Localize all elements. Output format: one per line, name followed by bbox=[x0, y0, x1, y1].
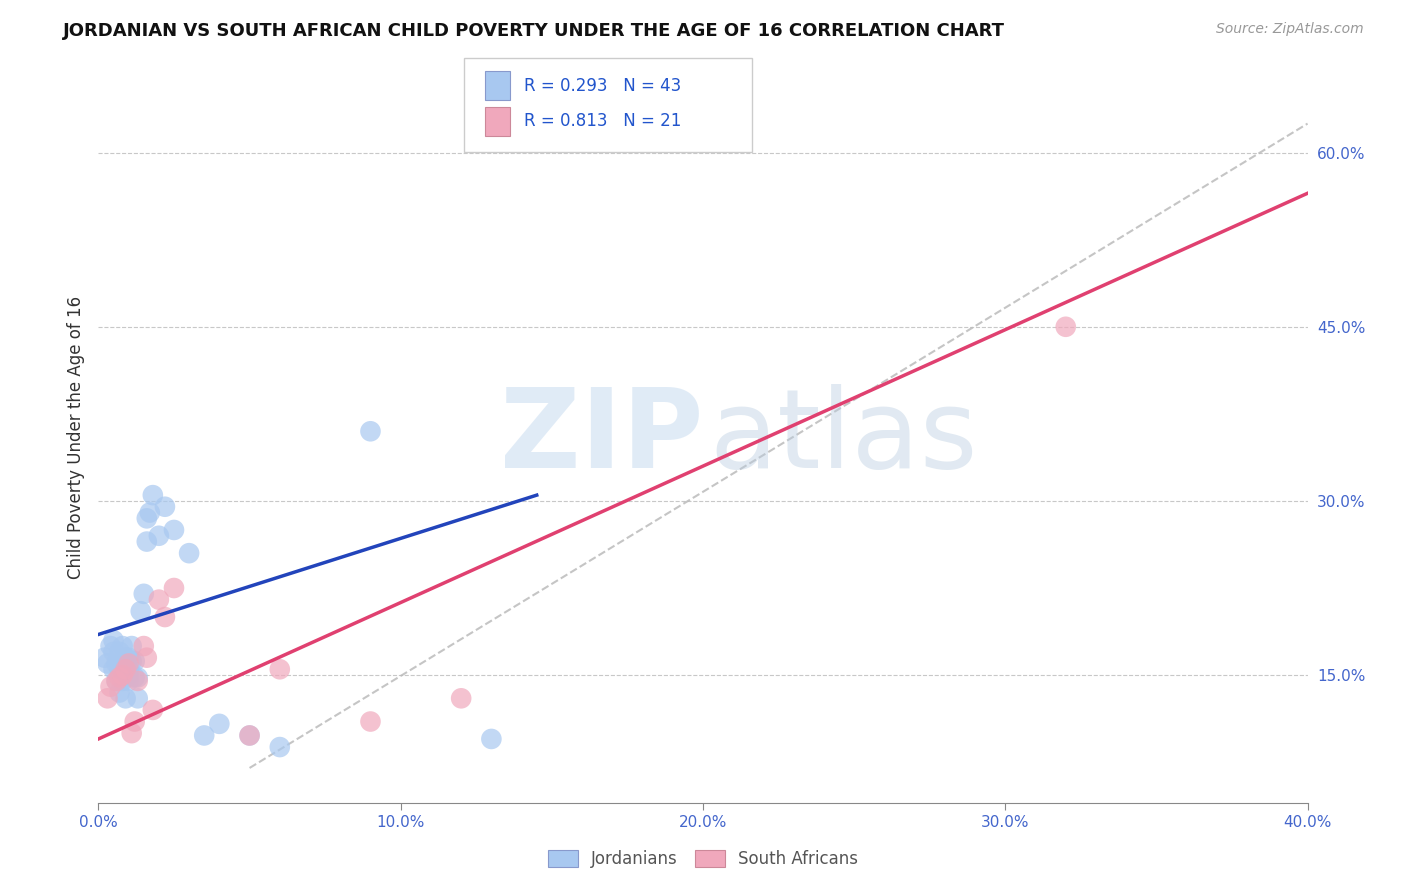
Point bbox=[481, 731, 503, 746]
Point bbox=[114, 650, 136, 665]
Point bbox=[142, 488, 165, 502]
Point bbox=[142, 703, 165, 717]
Point bbox=[121, 726, 143, 740]
Text: Source: ZipAtlas.com: Source: ZipAtlas.com bbox=[1216, 22, 1364, 37]
Point bbox=[129, 604, 152, 618]
Point bbox=[124, 714, 146, 729]
Point bbox=[127, 673, 149, 688]
Point bbox=[105, 657, 128, 671]
Point bbox=[100, 680, 122, 694]
Point bbox=[208, 716, 231, 731]
Point bbox=[269, 662, 291, 676]
Point bbox=[103, 662, 125, 676]
Point bbox=[93, 650, 115, 665]
Point bbox=[114, 670, 136, 684]
Point bbox=[360, 714, 382, 729]
Point bbox=[132, 639, 155, 653]
Point bbox=[139, 506, 162, 520]
Point bbox=[360, 424, 382, 438]
Text: R = 0.813   N = 21: R = 0.813 N = 21 bbox=[524, 112, 682, 130]
Point bbox=[111, 657, 134, 671]
Y-axis label: Child Poverty Under the Age of 16: Child Poverty Under the Age of 16 bbox=[66, 295, 84, 579]
Point bbox=[96, 691, 118, 706]
Point bbox=[135, 511, 157, 525]
Point bbox=[108, 685, 131, 699]
Point bbox=[148, 592, 170, 607]
Point bbox=[239, 729, 262, 743]
Point bbox=[193, 729, 215, 743]
Point bbox=[153, 610, 176, 624]
Point bbox=[118, 650, 141, 665]
Point bbox=[118, 673, 141, 688]
Point bbox=[96, 657, 118, 671]
Point bbox=[124, 654, 146, 668]
Point bbox=[121, 654, 143, 668]
Point bbox=[108, 645, 131, 659]
Text: atlas: atlas bbox=[709, 384, 977, 491]
Point bbox=[132, 587, 155, 601]
Point bbox=[114, 691, 136, 706]
Point bbox=[108, 662, 131, 676]
Point bbox=[127, 691, 149, 706]
Point bbox=[179, 546, 201, 560]
Text: JORDANIAN VS SOUTH AFRICAN CHILD POVERTY UNDER THE AGE OF 16 CORRELATION CHART: JORDANIAN VS SOUTH AFRICAN CHILD POVERTY… bbox=[63, 22, 1005, 40]
Point bbox=[121, 639, 143, 653]
Point bbox=[114, 662, 136, 676]
Legend: Jordanians, South Africans: Jordanians, South Africans bbox=[541, 844, 865, 875]
Point bbox=[118, 657, 141, 671]
Point bbox=[153, 500, 176, 514]
Point bbox=[100, 639, 122, 653]
Point bbox=[111, 673, 134, 688]
Point bbox=[105, 673, 128, 688]
Text: ZIP: ZIP bbox=[499, 384, 703, 491]
Point bbox=[239, 729, 262, 743]
Point bbox=[127, 670, 149, 684]
Point bbox=[111, 639, 134, 653]
Point bbox=[450, 691, 472, 706]
Point bbox=[118, 662, 141, 676]
Point bbox=[163, 581, 186, 595]
Point bbox=[103, 633, 125, 648]
Point bbox=[135, 534, 157, 549]
Point bbox=[269, 740, 291, 755]
Point bbox=[105, 673, 128, 688]
Point bbox=[111, 668, 134, 682]
Text: R = 0.293   N = 43: R = 0.293 N = 43 bbox=[524, 77, 682, 95]
Point bbox=[124, 670, 146, 684]
Point bbox=[163, 523, 186, 537]
Point bbox=[1054, 319, 1077, 334]
Point bbox=[108, 670, 131, 684]
Point bbox=[148, 529, 170, 543]
Point bbox=[118, 668, 141, 682]
Point bbox=[135, 650, 157, 665]
Point bbox=[103, 645, 125, 659]
